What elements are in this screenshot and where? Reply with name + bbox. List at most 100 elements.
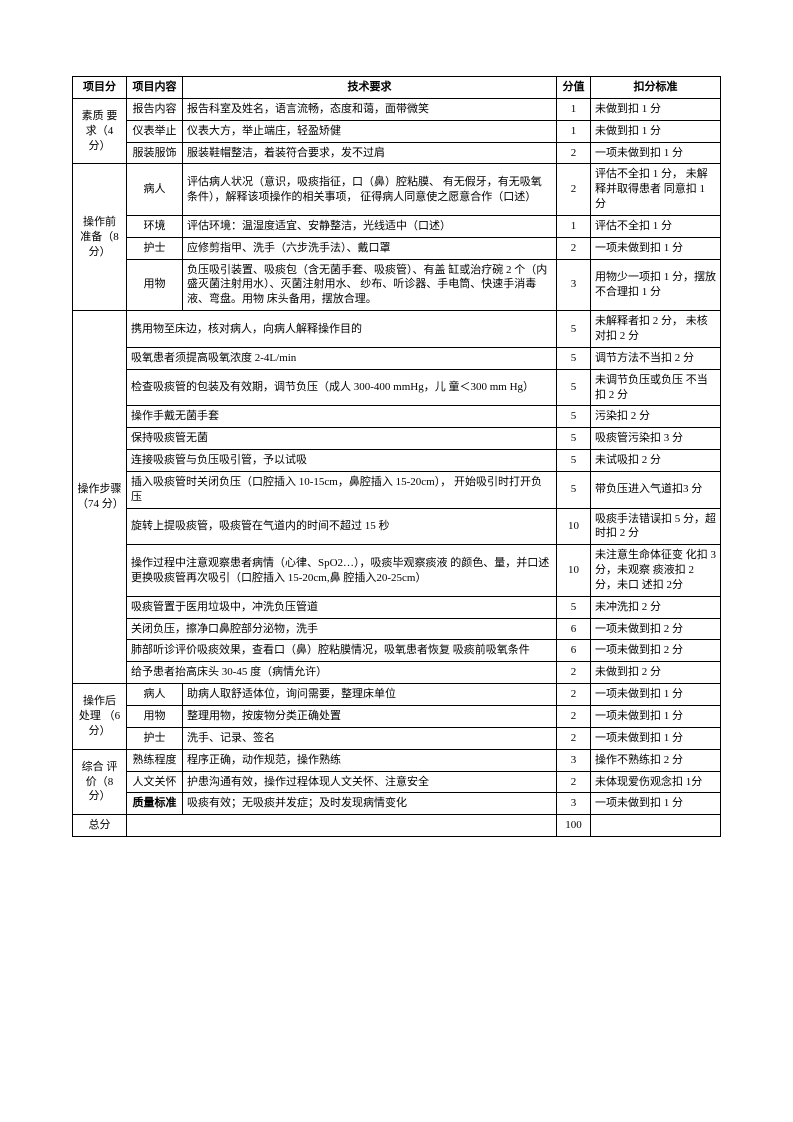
score-cell: 2 [557,706,591,728]
requirement-cell: 操作过程中注意观察患者病情（心律、SpO2…），吸痰毕观察痰液 的颜色、量，并口… [127,545,557,597]
deduction-cell: 一项未做到扣 1 分 [591,727,721,749]
subitem-cell: 质量标准 [127,793,183,815]
deduction-cell: 吸痰管污染扣 3 分 [591,428,721,450]
total-row: 总分 100 [73,815,721,837]
requirement-cell: 洗手、记录、签名 [183,727,557,749]
table-row: 护士应修剪指甲、洗手（六步洗手法）、戴口罩2一项未做到扣 1 分 [73,237,721,259]
table-row: 给予患者抬高床头 30-45 度（病情允许）2未做到扣 2 分 [73,662,721,684]
subitem-cell: 护士 [127,727,183,749]
score-cell: 5 [557,369,591,406]
table-row: 仪表举止仪表大方，举止端庄，轻盈矫健1未做到扣 1 分 [73,120,721,142]
score-cell: 2 [557,684,591,706]
deduction-cell: 一项未做到扣 2 分 [591,618,721,640]
deduction-cell: 未体现爱伤观念扣 1分 [591,771,721,793]
deduction-cell: 调节方法不当扣 2 分 [591,347,721,369]
requirement-cell: 检查吸痰管的包装及有效期，调节负压（成人 300-400 mmHg，儿 童＜30… [127,369,557,406]
score-cell: 10 [557,545,591,597]
table-row: 操作步骤（74 分）携用物至床边，核对病人，向病人解释操作目的5未解释者扣 2 … [73,311,721,348]
score-cell: 5 [557,311,591,348]
table-row: 旋转上提吸痰管，吸痰管在气道内的时间不超过 15 秒10吸痰手法错误扣 5 分，… [73,508,721,545]
score-cell: 3 [557,259,591,311]
subitem-cell: 服装服饰 [127,142,183,164]
subitem-cell: 人文关怀 [127,771,183,793]
score-cell: 1 [557,120,591,142]
table-row: 操作前 准备（8 分）病人评估病人状况（意识，吸痰指征，口（鼻）腔粘膜、 有无假… [73,164,721,216]
requirement-cell: 连接吸痰管与负压吸引管，予以试吸 [127,450,557,472]
requirement-cell: 负压吸引装置、吸痰包（含无菌手套、吸痰管）、有盖 缸或治疗碗 2 个（内盛灭菌注… [183,259,557,311]
table-row: 环境评估环境：温湿度适宜、安静整洁，光线适中（口述）1评估不全扣 1 分 [73,215,721,237]
deduction-cell: 一项未做到扣 1 分 [591,142,721,164]
category-cell: 操作步骤（74 分） [73,311,127,684]
deduction-cell: 未做到扣 1 分 [591,120,721,142]
requirement-cell: 服装鞋帽整洁，着装符合要求，发不过肩 [183,142,557,164]
table-row: 质量标准吸痰有效；无吸痰并发症；及时发现病情变化3一项未做到扣 1 分 [73,793,721,815]
requirement-cell: 评估环境：温湿度适宜、安静整洁，光线适中（口述） [183,215,557,237]
requirement-cell: 评估病人状况（意识，吸痰指征，口（鼻）腔粘膜、 有无假牙，有无吸氧条件），解释该… [183,164,557,216]
requirement-cell: 旋转上提吸痰管，吸痰管在气道内的时间不超过 15 秒 [127,508,557,545]
category-cell: 素质 要求（4 分） [73,98,127,164]
requirement-cell: 给予患者抬高床头 30-45 度（病情允许） [127,662,557,684]
subitem-cell: 熟练程度 [127,749,183,771]
score-cell: 2 [557,237,591,259]
deduction-cell: 未冲洗扣 2 分 [591,596,721,618]
table-row: 综合 评价（8 分）熟练程度程序正确，动作规范，操作熟练3操作不熟练扣 2 分 [73,749,721,771]
table-row: 检查吸痰管的包装及有效期，调节负压（成人 300-400 mmHg，儿 童＜30… [73,369,721,406]
requirement-cell: 携用物至床边，核对病人，向病人解释操作目的 [127,311,557,348]
deduction-cell: 评估不全扣 1 分， 未解释并取得患者 同意扣 1 分 [591,164,721,216]
deduction-cell: 未试吸扣 2 分 [591,450,721,472]
table-row: 保持吸痰管无菌5吸痰管污染扣 3 分 [73,428,721,450]
score-cell: 5 [557,596,591,618]
score-cell: 2 [557,727,591,749]
subitem-cell: 护士 [127,237,183,259]
score-cell: 10 [557,508,591,545]
deduction-cell: 污染扣 2 分 [591,406,721,428]
score-cell: 5 [557,471,591,508]
requirement-cell: 程序正确，动作规范，操作熟练 [183,749,557,771]
deduction-cell: 一项未做到扣 2 分 [591,640,721,662]
table-row: 插入吸痰管时关闭负压（口腔插入 10-15cm，鼻腔插入 15-20cm）， 开… [73,471,721,508]
table-row: 吸痰管置于医用垃圾中，冲洗负压管道5未冲洗扣 2 分 [73,596,721,618]
header-category: 项目分 [73,77,127,99]
table-row: 操作手戴无菌手套5污染扣 2 分 [73,406,721,428]
total-label: 总分 [73,815,127,837]
category-cell: 操作前 准备（8 分） [73,164,127,311]
deduction-cell: 未调节负压或负压 不当扣 2 分 [591,369,721,406]
deduction-cell: 吸痰手法错误扣 5 分，超时扣 2 分 [591,508,721,545]
requirement-cell: 整理用物，按废物分类正确处置 [183,706,557,728]
header-deduction: 扣分标准 [591,77,721,99]
deduction-cell: 一项未做到扣 1 分 [591,684,721,706]
score-cell: 2 [557,164,591,216]
requirement-cell: 报告科室及姓名，语言流畅，态度和蔼，面带微笑 [183,98,557,120]
scoring-table: 项目分 项目内容 技术要求 分值 扣分标准 素质 要求（4 分）报告内容报告科室… [72,76,721,837]
subitem-cell: 病人 [127,684,183,706]
score-cell: 1 [557,215,591,237]
score-cell: 2 [557,771,591,793]
header-requirement: 技术要求 [183,77,557,99]
total-score: 100 [557,815,591,837]
table-row: 用物负压吸引装置、吸痰包（含无菌手套、吸痰管）、有盖 缸或治疗碗 2 个（内盛灭… [73,259,721,311]
score-cell: 3 [557,749,591,771]
requirement-cell: 插入吸痰管时关闭负压（口腔插入 10-15cm，鼻腔插入 15-20cm）， 开… [127,471,557,508]
score-cell: 2 [557,142,591,164]
table-row: 关闭负压，擦净口鼻腔部分泌物，洗手6一项未做到扣 2 分 [73,618,721,640]
deduction-cell: 未做到扣 2 分 [591,662,721,684]
total-blank [127,815,557,837]
table-row: 人文关怀护患沟通有效，操作过程体现人文关怀、注意安全2未体现爱伤观念扣 1分 [73,771,721,793]
deduction-cell: 一项未做到扣 1 分 [591,237,721,259]
score-cell: 5 [557,347,591,369]
requirement-cell: 应修剪指甲、洗手（六步洗手法）、戴口罩 [183,237,557,259]
deduction-cell: 评估不全扣 1 分 [591,215,721,237]
subitem-cell: 病人 [127,164,183,216]
total-blank [591,815,721,837]
subitem-cell: 用物 [127,706,183,728]
table-row: 操作后 处理 （6 分）病人助病人取舒适体位，询问需要，整理床单位2一项未做到扣… [73,684,721,706]
requirement-cell: 关闭负压，擦净口鼻腔部分泌物，洗手 [127,618,557,640]
deduction-cell: 未注意生命体征变 化扣 3 分，未观察 痰液扣 2 分，未口 述扣 2分 [591,545,721,597]
score-cell: 6 [557,640,591,662]
table-row: 肺部听诊评价吸痰效果，查看口（鼻）腔粘膜情况，吸氧患者恢复 吸痰前吸氧条件6一项… [73,640,721,662]
requirement-cell: 助病人取舒适体位，询问需要，整理床单位 [183,684,557,706]
table-row: 素质 要求（4 分）报告内容报告科室及姓名，语言流畅，态度和蔼，面带微笑1未做到… [73,98,721,120]
subitem-cell: 仪表举止 [127,120,183,142]
subitem-cell: 环境 [127,215,183,237]
category-cell: 操作后 处理 （6 分） [73,684,127,750]
